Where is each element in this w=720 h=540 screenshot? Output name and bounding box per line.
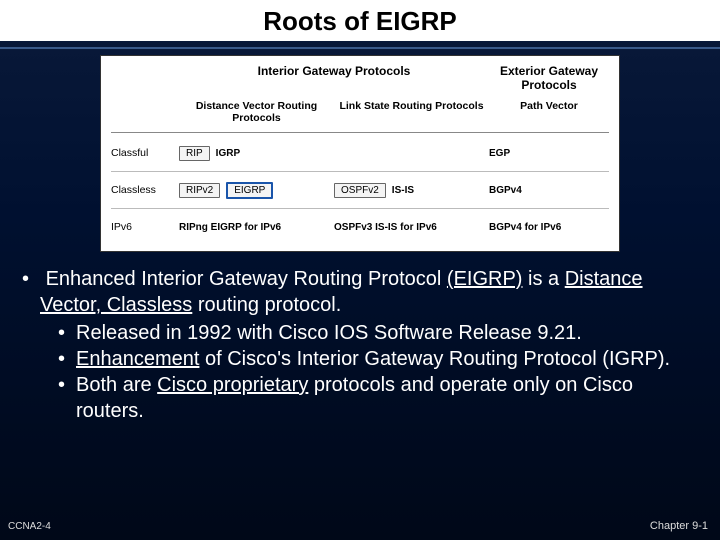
cell-ipv6-dv: RIPng EIGRP for IPv6 bbox=[179, 222, 281, 233]
bullet-sub3: Both are Cisco proprietary protocols and… bbox=[76, 372, 690, 424]
chip-ripv2: RIPv2 bbox=[179, 183, 220, 198]
bullet-sub2-rest: of Cisco's Interior Gateway Routing Prot… bbox=[199, 348, 670, 370]
diagram-subheader-row: Distance Vector Routing Protocols Link S… bbox=[111, 100, 609, 124]
subheader-dv: Distance Vector Routing Protocols bbox=[179, 100, 334, 124]
chip-bgpv4: BGPv4 bbox=[489, 185, 522, 196]
cell-ipv6-ls: OSPFv3 IS-IS for IPv6 bbox=[334, 222, 437, 233]
footer-left: CCNA2-4 bbox=[8, 521, 51, 532]
bullet-sub2-u: Enhancement bbox=[76, 348, 199, 370]
ipv6-ls: OSPFv3 IS-IS for IPv6 bbox=[334, 222, 489, 233]
row-classful: Classful RIP IGRP EGP bbox=[111, 139, 609, 167]
row-label-ipv6: IPv6 bbox=[111, 221, 179, 233]
classless-pv: BGPv4 bbox=[489, 185, 609, 196]
protocol-diagram: Interior Gateway Protocols Exterior Gate… bbox=[100, 55, 620, 252]
bullet-sub3-pre: Both are bbox=[76, 374, 157, 396]
decor-line bbox=[0, 47, 720, 49]
bullet-main-pre: Enhanced Interior Gateway Routing Protoc… bbox=[46, 268, 447, 290]
bullet-main-post: routing protocol. bbox=[192, 294, 341, 316]
row-classless: Classless RIPv2 EIGRP OSPFv2 IS-IS BGPv4 bbox=[111, 176, 609, 204]
ipv6-pv: BGPv4 for IPv6 bbox=[489, 222, 609, 233]
footer-right: Chapter 9-1 bbox=[650, 520, 708, 532]
chip-rip: RIP bbox=[179, 146, 210, 161]
bullet-main: Enhanced Interior Gateway Routing Protoc… bbox=[40, 266, 690, 424]
row-label-classless: Classless bbox=[111, 184, 179, 196]
bullet-sub3-u: Cisco proprietary bbox=[157, 374, 308, 396]
chip-eigrp: EIGRP bbox=[226, 182, 273, 199]
title-band: Roots of EIGRP bbox=[0, 0, 720, 41]
chip-ospfv2: OSPFv2 bbox=[334, 183, 386, 198]
row-ipv6: IPv6 RIPng EIGRP for IPv6 OSPFv3 IS-IS f… bbox=[111, 213, 609, 241]
classless-ls: OSPFv2 IS-IS bbox=[334, 183, 489, 198]
classful-pv: EGP bbox=[489, 148, 609, 159]
bullet-list: Enhanced Interior Gateway Routing Protoc… bbox=[0, 252, 720, 424]
diagram-wrap: Interior Gateway Protocols Exterior Gate… bbox=[0, 55, 720, 252]
header-igp: Interior Gateway Protocols bbox=[179, 64, 489, 94]
diagram-header-row: Interior Gateway Protocols Exterior Gate… bbox=[111, 64, 609, 94]
classful-dv: RIP IGRP bbox=[179, 146, 334, 161]
ipv6-dv: RIPng EIGRP for IPv6 bbox=[179, 222, 334, 233]
subheader-pv: Path Vector bbox=[489, 100, 609, 124]
bullet-main-eigrp: (EIGRP) bbox=[447, 268, 523, 290]
chip-egp: EGP bbox=[489, 148, 510, 159]
row-label-classful: Classful bbox=[111, 147, 179, 159]
chip-isis: IS-IS bbox=[392, 185, 414, 196]
diagram-body: Classful RIP IGRP EGP Classless RIPv2 EI… bbox=[111, 132, 609, 241]
chip-igrp: IGRP bbox=[216, 148, 240, 159]
cell-ipv6-pv: BGPv4 for IPv6 bbox=[489, 222, 561, 233]
subheader-ls: Link State Routing Protocols bbox=[334, 100, 489, 124]
header-egp: Exterior Gateway Protocols bbox=[489, 64, 609, 94]
bullet-sub2: Enhancement of Cisco's Interior Gateway … bbox=[76, 346, 690, 372]
slide-title: Roots of EIGRP bbox=[0, 6, 720, 37]
bullet-main-mid: is a bbox=[522, 268, 564, 290]
classless-dv: RIPv2 EIGRP bbox=[179, 182, 334, 199]
bullet-sub1: Released in 1992 with Cisco IOS Software… bbox=[76, 320, 690, 346]
